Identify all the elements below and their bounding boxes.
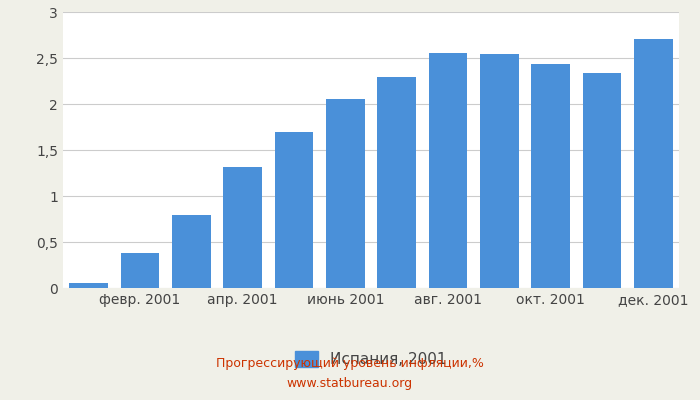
Bar bbox=[120, 253, 160, 288]
Bar bbox=[172, 215, 211, 288]
Bar bbox=[480, 54, 519, 288]
Bar bbox=[428, 53, 468, 288]
Bar bbox=[377, 77, 416, 288]
Bar bbox=[69, 283, 108, 288]
Legend: Испания, 2001: Испания, 2001 bbox=[289, 345, 453, 374]
Bar bbox=[274, 132, 314, 288]
Bar bbox=[634, 39, 673, 288]
Bar bbox=[582, 73, 622, 288]
Bar bbox=[531, 64, 570, 288]
Bar bbox=[326, 99, 365, 288]
Text: www.statbureau.org: www.statbureau.org bbox=[287, 378, 413, 390]
Text: Прогрессирующий уровень инфляции,%: Прогрессирующий уровень инфляции,% bbox=[216, 358, 484, 370]
Bar bbox=[223, 168, 262, 288]
